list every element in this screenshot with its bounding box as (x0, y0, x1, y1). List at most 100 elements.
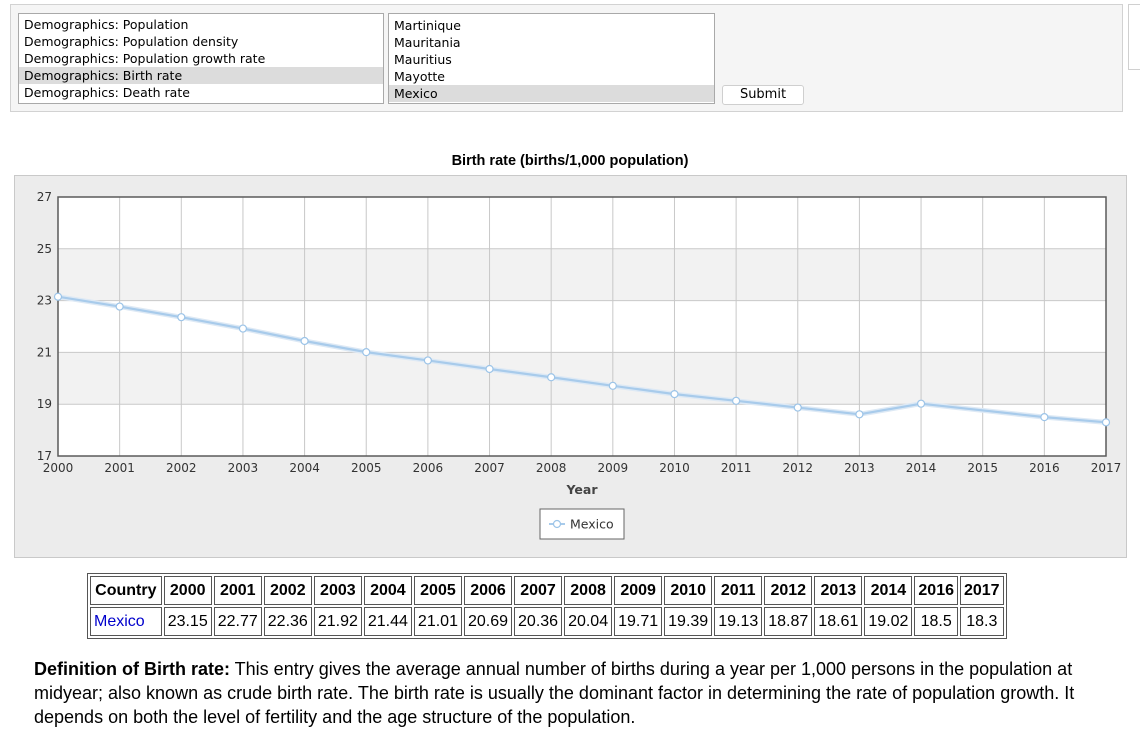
indicator-option[interactable]: Demographics: Population (24, 17, 189, 32)
data-point (53, 292, 63, 301)
data-point (423, 356, 432, 365)
data-point (916, 399, 926, 408)
data-point (115, 302, 124, 311)
table-header-year: 2017 (959, 576, 1004, 605)
country-option[interactable]: Mauritius (394, 52, 452, 67)
x-tick-label: 2006 (413, 461, 444, 475)
y-tick-label: 19 (37, 397, 52, 411)
x-tick-label: 2004 (289, 461, 320, 475)
x-tick-label: 2003 (228, 461, 259, 475)
table-header-year: 2016 (914, 576, 958, 605)
table-cell-value: 18.5 (914, 607, 958, 636)
legend-label: Mexico (570, 517, 614, 532)
table-header-year: 2006 (463, 576, 513, 605)
data-point (485, 364, 494, 374)
table-cell-value: 19.39 (664, 607, 713, 636)
table-header-row: Country 2000 2001 2002 2003 2004 2005 2006 2007 2… (90, 576, 1004, 605)
table-cell-value: 20.04 (564, 607, 613, 636)
country-listbox[interactable]: Martinique Mauritania Mauritius Mayotte Mexi… (388, 13, 715, 104)
table-header-year: 2005 (413, 576, 462, 605)
table-header-year: 2012 (764, 576, 813, 605)
table-cell-value: 23.15 (163, 607, 212, 636)
table-header-year: 2007 (514, 576, 563, 605)
table-cell-value: 19.02 (864, 607, 913, 636)
data-point (1040, 413, 1049, 422)
table-cell-value: 21.92 (313, 607, 362, 636)
definition-text: This entry gives the average annual numb… (34, 659, 1075, 727)
data-point (547, 373, 556, 382)
data-point (793, 403, 802, 412)
country-option[interactable]: Mayotte (394, 69, 445, 84)
y-tick-label: 25 (37, 242, 52, 256)
x-tick-label: 2009 (598, 461, 629, 475)
indicator-option[interactable]: Demographics: Population growth rate (24, 51, 266, 66)
x-tick-label: 2011 (721, 461, 752, 475)
y-tick-label: 21 (37, 345, 52, 359)
chart-panel: 17 19 21 23 25 27 2000 2001 2002 2003 2004 2005 2006… (14, 175, 1127, 558)
table-header-year: 2009 (614, 576, 663, 605)
country-option[interactable]: Mexico (389, 85, 714, 102)
x-tick-label: 2012 (782, 461, 813, 475)
side-panel-edge (1128, 4, 1140, 70)
chart-title: Birth rate (births/1,000 population) (451, 153, 689, 169)
table-header-year: 2008 (564, 576, 613, 605)
x-tick-label: 2014 (906, 461, 937, 475)
x-tick-label: 2005 (351, 461, 382, 475)
x-tick-label: 2010 (659, 461, 690, 475)
indicator-option[interactable]: Demographics: Population density (24, 34, 239, 49)
y-tick-label: 17 (37, 449, 52, 463)
grid-band (58, 352, 1106, 405)
indicator-listbox[interactable]: Demographics: Population Demographics: Po… (18, 13, 384, 104)
table-header-year: 2011 (714, 576, 763, 605)
x-tick-label: 2015 (967, 461, 998, 475)
table-cell-value: 21.01 (413, 607, 462, 636)
data-table: Country 2000 2001 2002 2003 2004 2005 2006 2007 2… (87, 573, 1007, 639)
country-link[interactable]: Mexico (90, 607, 162, 636)
y-tick-label: 27 (37, 190, 52, 204)
indicator-option[interactable]: Demographics: Birth rate (19, 67, 383, 84)
x-tick-label: 2017 (1091, 461, 1122, 475)
table-cell-value: 18.61 (814, 607, 863, 636)
definition-paragraph: Definition of Birth rate: This entry giv… (34, 657, 1114, 729)
definition-label: Definition of Birth rate: (34, 659, 230, 679)
table-row: Mexico 23.15 22.77 22.36 21.92 21.44 21.01 20.6… (90, 607, 1004, 636)
y-tick-label: 23 (37, 294, 52, 308)
table-header-year: 2000 (163, 576, 212, 605)
country-option[interactable]: Martinique (394, 18, 461, 33)
x-tick-label: 2002 (166, 461, 197, 475)
table-header-year: 2003 (313, 576, 362, 605)
selector-panel: Demographics: Population Demographics: Po… (10, 4, 1123, 112)
x-tick-label: 2013 (844, 461, 875, 475)
table-cell-value: 20.69 (463, 607, 513, 636)
table-header-year: 2014 (864, 576, 913, 605)
data-point (732, 396, 741, 405)
x-tick-label: 2007 (474, 461, 505, 475)
legend-marker (552, 519, 562, 529)
table-header-year: 2002 (263, 576, 312, 605)
chart-svg: 17 19 21 23 25 27 2000 2001 2002 2003 2004 2005 2006… (37, 190, 1122, 540)
data-point (1101, 418, 1111, 427)
table-header-year: 2010 (664, 576, 713, 605)
table-cell-value: 21.44 (363, 607, 412, 636)
x-tick-label: 2008 (536, 461, 567, 475)
table-header-country: Country (90, 576, 162, 605)
x-axis-title: Year (566, 482, 599, 497)
table-cell-value: 22.36 (263, 607, 312, 636)
submit-button[interactable]: Submit (722, 85, 804, 105)
grid-band (58, 248, 1106, 301)
data-point (238, 324, 248, 333)
table-cell-value: 22.77 (213, 607, 262, 636)
data-point (608, 381, 617, 390)
table-header-year: 2004 (363, 576, 412, 605)
table-cell-value: 18.87 (764, 607, 813, 636)
x-tick-label: 2016 (1029, 461, 1060, 475)
data-point (300, 336, 309, 346)
table-cell-value: 18.3 (959, 607, 1004, 636)
indicator-option[interactable]: Demographics: Death rate (24, 85, 190, 100)
data-point (855, 410, 864, 419)
data-point (670, 389, 679, 399)
data-point (177, 313, 186, 322)
table-cell-value: 20.36 (514, 607, 563, 636)
country-option[interactable]: Mauritania (394, 35, 461, 50)
table-header-year: 2001 (213, 576, 262, 605)
